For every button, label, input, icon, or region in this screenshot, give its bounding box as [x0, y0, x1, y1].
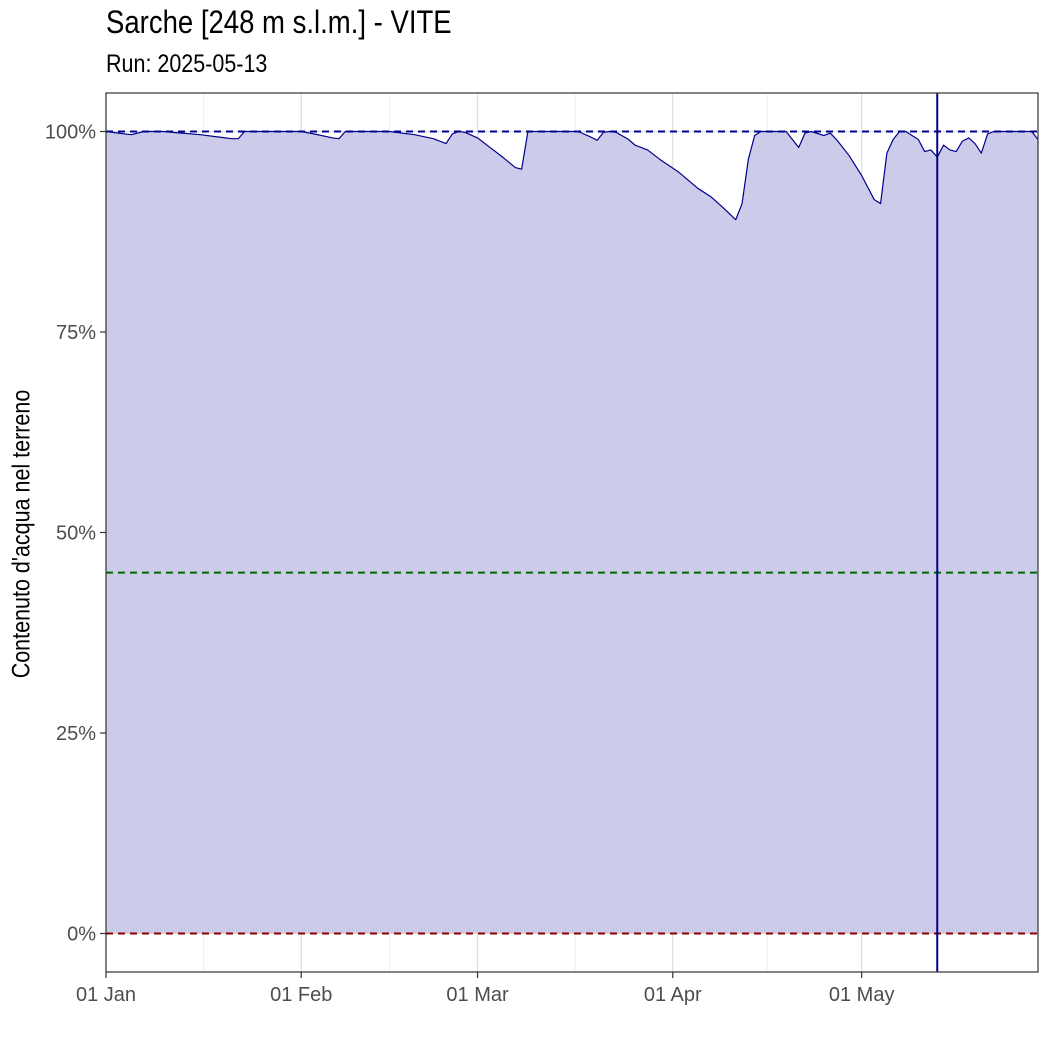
y-tick-label: 50%	[56, 523, 96, 545]
x-tick-label: 01 Apr	[644, 984, 702, 1006]
x-tick-label: 01 Jan	[76, 984, 136, 1006]
axes: 0% 25% 50% 75% 100% 01 Jan 01 Feb 01 Mar 01 Apr 0…	[45, 121, 895, 1006]
y-tick-label: 75%	[56, 322, 96, 344]
series-area	[106, 131, 1038, 934]
chart-title: Sarche [248 m s.l.m.] - VITE	[106, 4, 452, 40]
x-tick-label: 01 Feb	[270, 984, 332, 1006]
x-tick-label: 01 Mar	[446, 984, 509, 1006]
x-tick-label: 01 May	[829, 984, 895, 1006]
y-tick-label: 25%	[56, 723, 96, 745]
area-layer	[105, 130, 1039, 934]
y-tick-label: 100%	[45, 121, 96, 143]
chart-subtitle: Run: 2025-05-13	[106, 50, 268, 78]
y-tick-label: 0%	[67, 924, 96, 946]
series-line	[105, 130, 1039, 221]
reference-lines	[106, 93, 1038, 972]
